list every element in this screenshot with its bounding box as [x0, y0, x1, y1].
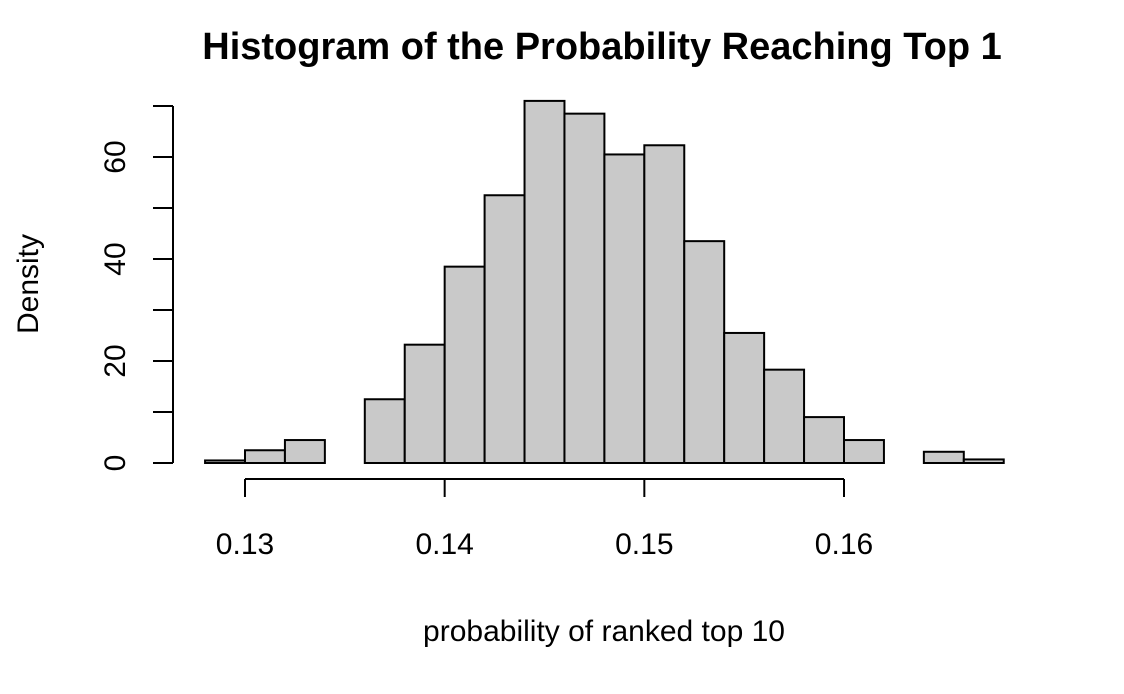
x-tick-label: 0.16 — [815, 528, 873, 561]
y-tick-label: 20 — [99, 344, 132, 377]
histogram-bar — [363, 398, 406, 464]
x-axis-label: probability of ranked top 10 — [423, 615, 785, 648]
x-tick-label: 0.15 — [615, 528, 673, 561]
chart-title: Histogram of the Probability Reaching To… — [202, 26, 1001, 68]
histogram-bar — [803, 416, 845, 465]
histogram-bar — [643, 144, 686, 465]
histogram-bar — [563, 112, 606, 465]
y-tick-label: 40 — [99, 242, 132, 275]
histogram-bar — [244, 449, 286, 464]
x-tick-label: 0.14 — [415, 528, 473, 561]
histogram-bar — [403, 343, 446, 464]
y-axis: 0 20 40 60 — [99, 105, 174, 472]
y-tick-label: 0 — [99, 455, 132, 472]
x-axis: 0.13 0.14 0.15 0.16 — [216, 478, 873, 561]
histogram-bar — [962, 458, 1005, 464]
histogram-bar — [723, 331, 766, 465]
histogram-bar — [283, 439, 326, 464]
histogram-bar — [843, 439, 885, 464]
x-tick-label: 0.13 — [216, 528, 274, 561]
histogram-bar — [683, 240, 726, 464]
y-tick-label: 60 — [99, 140, 132, 173]
histogram-bar — [483, 194, 526, 464]
histogram-bar — [204, 459, 246, 465]
histogram-bar — [763, 368, 806, 465]
histogram-bar — [523, 99, 566, 465]
y-axis-label: Density — [12, 234, 45, 334]
bars-group — [204, 99, 1005, 465]
histogram-bar — [603, 153, 646, 464]
histogram-bar — [922, 450, 965, 464]
histogram-bar — [443, 265, 486, 464]
